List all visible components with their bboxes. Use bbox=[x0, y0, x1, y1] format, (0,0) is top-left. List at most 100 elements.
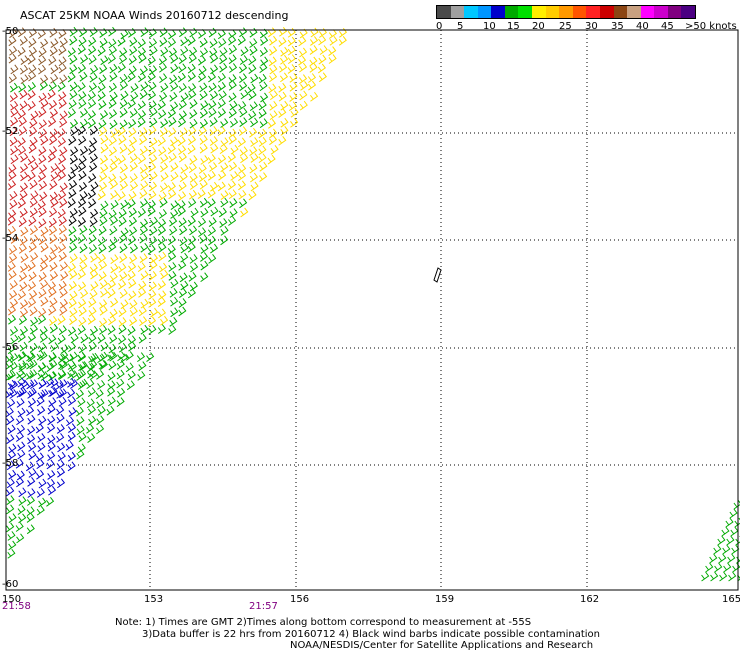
wind-barb bbox=[99, 260, 108, 271]
wind-barb bbox=[209, 243, 219, 254]
legend-tick-label: 0 bbox=[436, 21, 443, 32]
wind-barb bbox=[250, 137, 259, 147]
wind-barb bbox=[209, 47, 218, 58]
wind-barb bbox=[248, 55, 257, 66]
wind-barb bbox=[56, 424, 65, 434]
wind-barb bbox=[67, 72, 76, 83]
wind-barb bbox=[268, 56, 277, 67]
wind-barb bbox=[129, 299, 138, 310]
wind-barb bbox=[147, 316, 157, 327]
wind-barb bbox=[8, 73, 18, 84]
wind-barb bbox=[15, 458, 24, 469]
wind-barb bbox=[338, 36, 347, 46]
wind-barb bbox=[78, 352, 87, 363]
wind-barb bbox=[28, 468, 37, 478]
wind-barb bbox=[58, 216, 67, 227]
wind-barb bbox=[298, 36, 307, 47]
wind-barb bbox=[17, 109, 26, 120]
wind-barb bbox=[16, 369, 25, 379]
wind-barb bbox=[119, 99, 128, 109]
wind-barb bbox=[129, 37, 138, 47]
wind-barb bbox=[79, 182, 88, 192]
wind-barb bbox=[7, 379, 16, 390]
wind-barb bbox=[79, 261, 88, 272]
wind-barb bbox=[87, 189, 97, 200]
wind-barb bbox=[117, 191, 126, 201]
wind-barb bbox=[25, 461, 34, 472]
wind-barb bbox=[159, 27, 168, 38]
wind-barb bbox=[140, 270, 149, 281]
wind-barb bbox=[29, 289, 38, 300]
wind-barb bbox=[109, 91, 118, 102]
wind-barb bbox=[147, 244, 156, 255]
legend-tick-label: 15 bbox=[507, 21, 520, 32]
wind-barb bbox=[199, 82, 208, 93]
wind-barb bbox=[17, 332, 26, 343]
wind-barb bbox=[148, 190, 157, 201]
wind-barb bbox=[50, 171, 59, 182]
legend-swatch bbox=[681, 6, 695, 18]
wind-barb bbox=[55, 379, 64, 390]
wind-barb bbox=[65, 416, 75, 427]
wind-barb bbox=[39, 326, 48, 336]
wind-barb bbox=[19, 190, 28, 201]
wind-barb bbox=[149, 46, 158, 56]
wind-barb bbox=[37, 200, 46, 211]
wind-barb bbox=[70, 126, 79, 136]
wind-barb bbox=[48, 287, 57, 298]
wind-barb bbox=[278, 37, 287, 47]
wind-barb bbox=[37, 369, 46, 380]
wind-barb bbox=[227, 152, 237, 163]
wind-barb bbox=[220, 137, 229, 148]
wind-barb bbox=[110, 199, 119, 210]
wind-barb bbox=[269, 128, 278, 139]
wind-barb bbox=[28, 38, 37, 48]
lat-label: -56 bbox=[2, 342, 19, 353]
wind-barb bbox=[179, 272, 188, 283]
wind-barb bbox=[258, 100, 267, 111]
wind-barb bbox=[198, 72, 207, 83]
wind-barb bbox=[208, 108, 217, 118]
wind-barb bbox=[138, 361, 147, 371]
wind-barb bbox=[99, 216, 108, 227]
wind-barb bbox=[76, 449, 85, 460]
wind-barb bbox=[107, 325, 116, 335]
wind-barb bbox=[259, 47, 268, 57]
wind-barb bbox=[47, 404, 56, 415]
wind-barb bbox=[37, 29, 46, 40]
wind-barb bbox=[140, 218, 149, 229]
wind-barb bbox=[170, 171, 179, 182]
wind-barb bbox=[268, 135, 278, 146]
wind-barb bbox=[68, 281, 78, 291]
wind-barb bbox=[220, 190, 229, 200]
wind-barb bbox=[99, 64, 108, 74]
wind-barb bbox=[259, 172, 268, 182]
wind-barb bbox=[18, 244, 27, 254]
wind-barb bbox=[289, 81, 298, 92]
wind-barb bbox=[239, 146, 248, 157]
wind-barb bbox=[5, 371, 14, 381]
wind-barb bbox=[15, 477, 25, 488]
wind-barb bbox=[49, 234, 58, 244]
wind-barb bbox=[29, 324, 39, 335]
wind-barb bbox=[86, 398, 95, 409]
wind-barb bbox=[190, 262, 199, 273]
wind-barb bbox=[718, 553, 727, 564]
wind-barb bbox=[119, 253, 128, 263]
wind-barb bbox=[67, 263, 77, 273]
wind-barb bbox=[48, 387, 57, 398]
wind-barb bbox=[160, 315, 169, 326]
wind-barb bbox=[179, 172, 188, 183]
wind-barb bbox=[38, 154, 47, 165]
wind-barb bbox=[139, 89, 148, 100]
wind-barb bbox=[219, 144, 228, 155]
wind-barb bbox=[278, 108, 287, 118]
wind-barb bbox=[180, 36, 189, 47]
wind-barb bbox=[159, 91, 168, 102]
wind-barb bbox=[249, 163, 258, 174]
wind-barb bbox=[79, 118, 89, 129]
wind-barb bbox=[137, 47, 147, 58]
wind-barb bbox=[149, 154, 158, 165]
wind-barb bbox=[90, 208, 99, 219]
wind-barb bbox=[207, 188, 216, 199]
